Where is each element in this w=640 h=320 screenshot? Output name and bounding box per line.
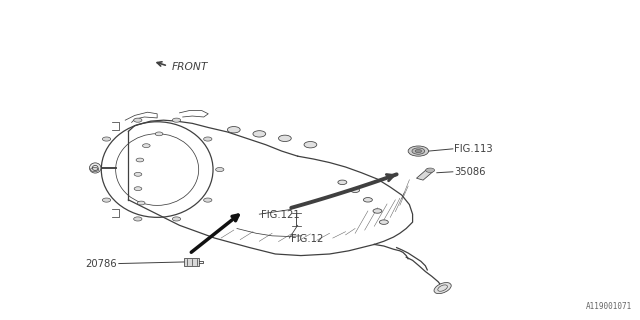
Polygon shape [184,258,198,266]
Circle shape [380,220,388,224]
Circle shape [143,144,150,148]
Circle shape [338,180,347,185]
Circle shape [156,132,163,136]
Circle shape [138,201,145,205]
Circle shape [134,187,142,191]
Circle shape [351,188,360,193]
Text: 35086: 35086 [454,167,486,177]
Text: FRONT: FRONT [172,62,208,72]
Circle shape [102,198,111,202]
Circle shape [204,137,212,141]
Circle shape [172,118,180,122]
Circle shape [172,217,180,221]
Circle shape [90,167,99,172]
Ellipse shape [90,163,101,173]
Circle shape [373,209,382,213]
Circle shape [426,168,435,172]
Circle shape [136,158,144,162]
Text: FIG.121: FIG.121 [261,210,300,220]
Text: A119001071: A119001071 [586,302,632,311]
Text: FIG.12: FIG.12 [291,234,324,244]
Circle shape [408,146,429,156]
Circle shape [204,198,212,202]
Ellipse shape [434,283,451,294]
Circle shape [134,217,142,221]
Circle shape [216,167,224,172]
Circle shape [415,149,422,153]
Circle shape [253,131,266,137]
Circle shape [278,135,291,141]
Circle shape [134,118,142,122]
Circle shape [364,197,372,202]
Circle shape [102,137,111,141]
Text: FIG.113: FIG.113 [454,144,493,154]
Text: 20786: 20786 [85,259,117,268]
Circle shape [134,172,142,176]
Circle shape [227,126,240,133]
Circle shape [412,148,425,154]
Circle shape [304,141,317,148]
Polygon shape [417,169,435,180]
